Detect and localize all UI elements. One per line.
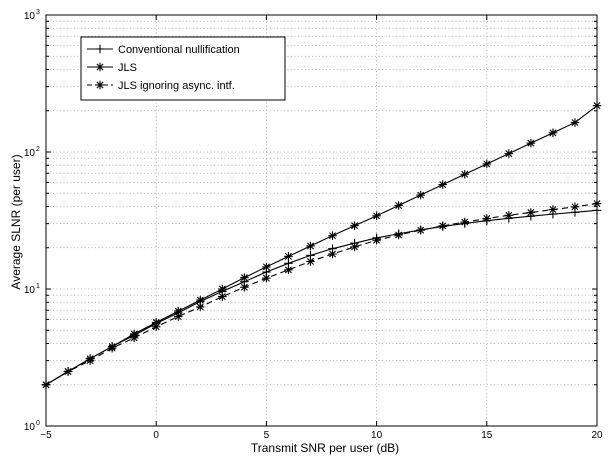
data-point: [129, 333, 139, 343]
star-marker: [95, 80, 105, 90]
legend-entry: Conventional nullification: [87, 44, 240, 56]
plus-marker: [95, 44, 105, 54]
data-point: [416, 190, 425, 200]
data-point: [350, 221, 359, 230]
y-tick-label-exponent: 1: [36, 283, 40, 290]
data-point: [504, 211, 514, 220]
data-point: [151, 322, 161, 332]
data-point: [195, 302, 205, 312]
plot-frame: [45, 14, 598, 427]
data-point: [107, 343, 117, 353]
series-line: [45, 209, 598, 386]
data-point: [240, 273, 249, 282]
y-tick-label-exponent: 0: [36, 420, 40, 427]
x-tick-label: 0: [153, 430, 159, 441]
data-point: [526, 208, 536, 217]
data-point: [218, 284, 227, 294]
y-tick-label: 10 2: [24, 146, 40, 159]
data-point: [284, 265, 293, 275]
data-point: [63, 367, 73, 376]
data-point: [306, 257, 315, 266]
data-point: [570, 202, 580, 212]
data-point: [482, 159, 492, 169]
x-tick-label: 10: [371, 430, 383, 441]
x-tick-label: 15: [481, 430, 493, 441]
data-point: [262, 262, 271, 272]
data-point: [504, 149, 514, 158]
data-point: [306, 241, 315, 251]
series-1: [41, 206, 602, 390]
data-point: [85, 356, 95, 365]
plot-series: [41, 101, 602, 390]
data-point: [394, 201, 403, 210]
series-line: [45, 105, 598, 386]
data-point: [548, 205, 558, 214]
data-point: [284, 252, 293, 261]
data-point: [570, 118, 580, 127]
data-point: [460, 217, 470, 227]
x-tick-labels: −5 0 5 10 15 20: [40, 430, 603, 441]
series-3: [41, 199, 602, 390]
data-point: [173, 312, 183, 321]
data-point: [438, 180, 448, 189]
y-tick-label: 10 1: [24, 283, 40, 296]
legend-label: JLS: [118, 62, 137, 74]
y-tick-label-base: 10: [24, 422, 36, 433]
data-point: [240, 282, 249, 292]
data-point: [328, 231, 337, 240]
x-tick-label: 20: [591, 430, 603, 441]
data-point: [394, 230, 403, 240]
star-marker: [95, 62, 105, 72]
data-point: [482, 214, 492, 223]
y-tick-label: 10 0: [24, 420, 40, 433]
data-point: [526, 138, 536, 148]
y-axis-title: Average SLNR (per user): [9, 154, 23, 289]
data-point: [328, 249, 337, 259]
data-point: [262, 273, 271, 283]
y-tick-label-exponent: 3: [36, 9, 40, 16]
data-point: [372, 211, 381, 221]
data-point: [438, 221, 448, 231]
data-point: [218, 292, 227, 301]
y-tick-label: 10 3: [24, 9, 40, 22]
data-point: [372, 235, 381, 245]
x-tick-label: −5: [40, 430, 52, 441]
legend-box: [80, 36, 286, 101]
y-tick-label-base: 10: [24, 11, 36, 22]
x-tick-label: 5: [264, 430, 270, 441]
series-2: [41, 101, 602, 390]
legend-entry: JLS: [87, 62, 137, 74]
legend-entry: JLS ignoring async. intf.: [87, 80, 235, 92]
series-line: [45, 203, 598, 386]
data-point: [350, 242, 359, 252]
data-point: [416, 225, 425, 235]
legend-label: JLS ignoring async. intf.: [118, 80, 235, 92]
y-tick-label-base: 10: [24, 148, 36, 159]
legend-label: Conventional nullification: [118, 44, 240, 56]
x-axis-title: Transmit SNR per user (dB): [251, 441, 399, 455]
y-tick-label-exponent: 2: [36, 146, 40, 153]
y-tick-label-base: 10: [24, 285, 36, 296]
tick-marks: [45, 15, 598, 427]
data-point: [460, 169, 470, 179]
data-point: [548, 128, 558, 138]
legend: Conventional nullification JLS JLS ignorin…: [80, 36, 286, 101]
